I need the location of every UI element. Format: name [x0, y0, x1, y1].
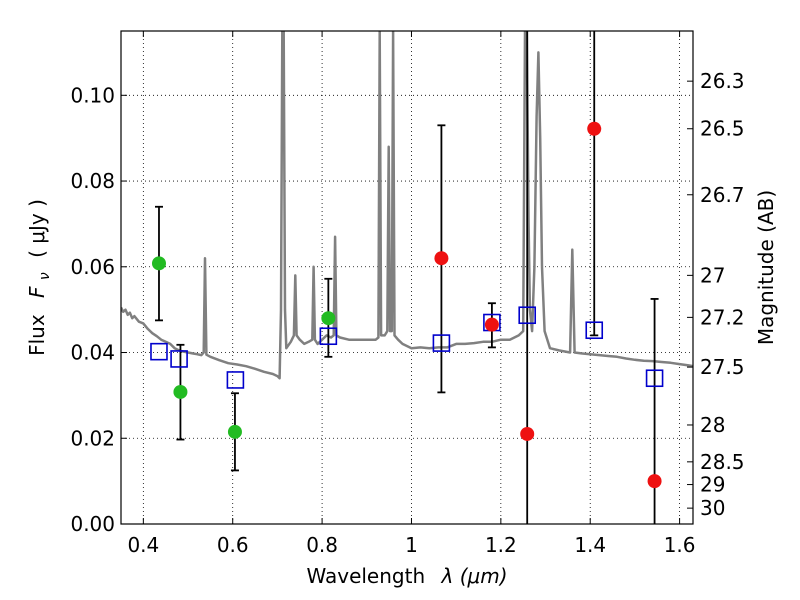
right-tick-label: 27.2	[700, 305, 745, 329]
y-tick-label: 0.02	[70, 426, 115, 450]
y-tick-label: 0.06	[70, 255, 115, 279]
model-square-marker	[645, 369, 664, 388]
x-tick-label: 1.2	[485, 533, 517, 557]
green-data-point	[173, 384, 188, 399]
right-tick-label: 26.5	[700, 117, 745, 141]
model-square-marker	[150, 342, 168, 361]
x-tick-label: 1.6	[664, 533, 696, 557]
y-tick-label: 0.04	[70, 341, 115, 365]
y-tick-label: 0.08	[70, 169, 115, 193]
y-axis-label-symbol: F	[25, 286, 49, 298]
right-tick-label: 30	[700, 496, 725, 520]
x-axis-label-text: Wavelength	[306, 564, 425, 588]
y-tick-label: 0.00	[70, 512, 115, 536]
model-square-marker	[432, 334, 451, 352]
x-tick-label: 0.4	[127, 533, 159, 557]
right-tick-label: 27	[700, 263, 725, 287]
x-tick-label: 0.6	[217, 533, 249, 557]
y-axis-label: Flux F ν ( μJy )	[25, 199, 54, 356]
red-data-point	[587, 121, 602, 136]
right-tick-label: 28.5	[700, 450, 745, 474]
x-axis: 0.4 0.6 0.8 1 1.2 1.4 1.6	[127, 31, 696, 557]
y-axis-label-unit: ( μJy )	[25, 199, 49, 258]
green-data-point	[151, 256, 166, 271]
x-axis-label-math: λ (μm)	[441, 564, 508, 588]
plot-frame	[120, 30, 694, 525]
right-tick-label: 26.3	[700, 69, 745, 93]
x-axis-label: Wavelength λ (μm)	[306, 564, 507, 588]
right-tick-label: 27.5	[700, 355, 745, 379]
model-square-marker	[319, 327, 338, 346]
y-tick-label: 0.10	[70, 83, 115, 107]
right-tick-label: 29	[700, 473, 725, 497]
red-data-point	[520, 426, 535, 441]
model-square-marker	[170, 350, 188, 368]
y-axis-label-subscript: ν	[37, 272, 53, 280]
x-tick-label: 1.4	[574, 533, 606, 557]
grid	[121, 31, 693, 525]
model-square-marker	[226, 371, 245, 389]
model-square-marker	[585, 321, 604, 340]
x-tick-label: 0.8	[306, 533, 338, 557]
red-data-point	[484, 317, 499, 332]
model-square-marker	[518, 306, 537, 325]
plot-area	[121, 31, 693, 524]
spectrum-line	[121, 31, 693, 380]
x-tick-label: 1	[405, 533, 418, 557]
y-axis-left: 0.00 0.02 0.04 0.06 0.08 0.10	[70, 83, 127, 536]
right-tick-label: 26.7	[700, 183, 745, 207]
green-data-point	[227, 424, 242, 439]
y-axis-label-text: Flux	[25, 314, 49, 356]
red-data-point	[647, 474, 662, 489]
green-data-point	[321, 311, 336, 326]
right-axis-label: Magnitude (AB)	[754, 190, 778, 345]
right-tick-label: 28	[700, 413, 725, 437]
red-data-point	[434, 251, 449, 266]
